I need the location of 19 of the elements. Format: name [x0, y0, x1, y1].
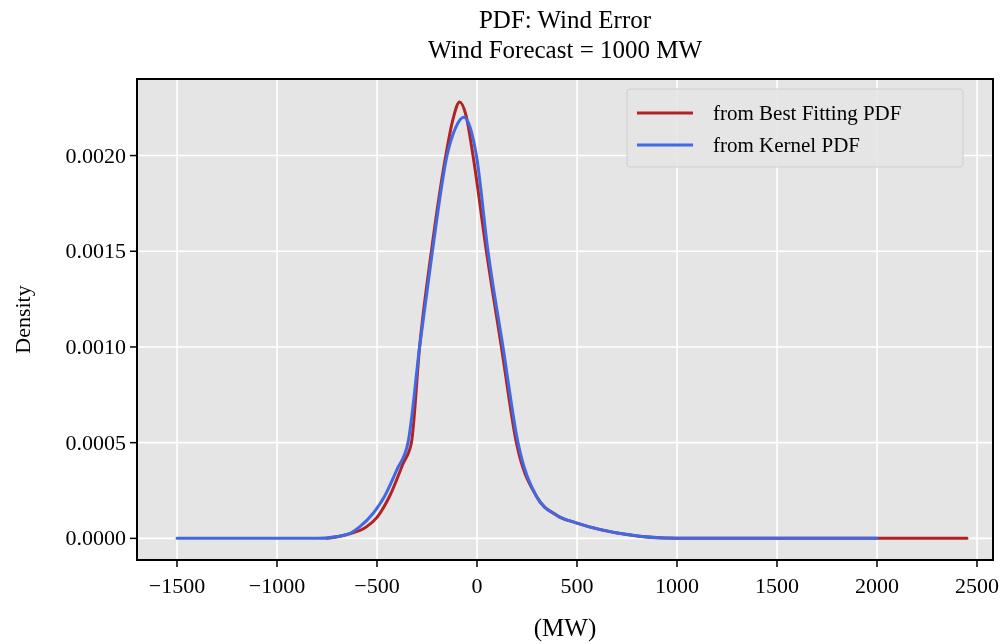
legend-label: from Best Fitting PDF	[713, 101, 902, 125]
x-tick-label: 1500	[755, 573, 799, 598]
y-tick-label: 0.0010	[65, 333, 126, 359]
y-tick-label: 0.0005	[65, 429, 126, 455]
x-tick-label: 500	[560, 573, 594, 598]
x-tick-label: −1500	[148, 573, 206, 598]
x-tick-label: 1000	[655, 573, 699, 598]
legend-label: from Kernel PDF	[713, 133, 860, 157]
y-tick-label: 0.0015	[65, 238, 126, 264]
y-tick-label: 0.0000	[65, 525, 126, 551]
y-tick-label: 0.0020	[65, 142, 126, 168]
x-tick-label: −1000	[248, 573, 306, 598]
x-tick-label: 2000	[855, 573, 899, 598]
y-axis-title: Density	[10, 285, 35, 354]
x-tick-label: −500	[354, 573, 400, 598]
x-tick-label: 2500	[955, 573, 999, 598]
chart-title: PDF: Wind Error Wind Forecast = 1000 MW	[427, 6, 703, 63]
x-axis-title: (MW)	[533, 614, 597, 642]
x-tick-label: 0	[471, 573, 483, 598]
